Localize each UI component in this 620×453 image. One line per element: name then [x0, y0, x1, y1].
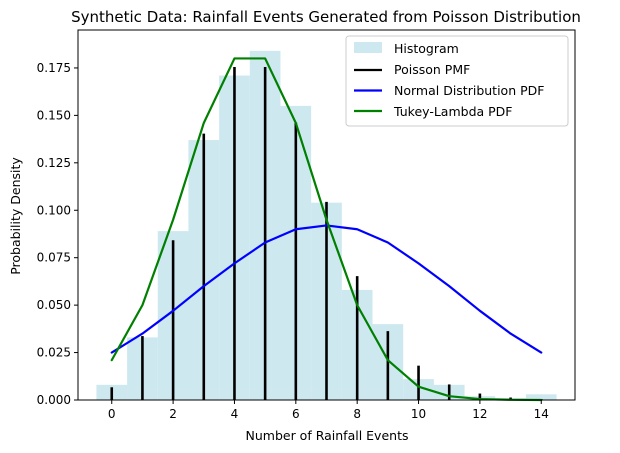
- x-tick-label: 2: [169, 407, 177, 421]
- x-axis-ticks: 0 2 4 6 8 10 12 14: [108, 400, 549, 421]
- y-tick-label: 0.100: [37, 203, 71, 217]
- y-tick-label: 0.025: [37, 346, 71, 360]
- y-tick-label: 0.175: [37, 61, 71, 75]
- legend-label-histogram: Histogram: [394, 41, 459, 56]
- y-axis-label: Probability Density: [8, 157, 23, 275]
- pdf-lines: [110, 57, 543, 402]
- y-tick-label: 0.000: [37, 393, 71, 407]
- y-tick-label: 0.075: [37, 251, 71, 265]
- legend-label-normal: Normal Distribution PDF: [394, 83, 544, 98]
- x-tick-label: 14: [534, 407, 549, 421]
- y-axis-ticks: 0.000 0.025 0.050 0.075 0.100 0.125 0.150 0.175: [37, 61, 78, 407]
- legend-box: [345, 35, 569, 127]
- x-tick-label: 6: [292, 407, 300, 421]
- chart-title: Synthetic Data: Rainfall Events Generate…: [71, 8, 581, 26]
- legend: Histogram Poisson PMF Normal Distributio…: [345, 35, 569, 127]
- legend-label-poisson: Poisson PMF: [394, 62, 470, 77]
- x-tick-label: 12: [472, 407, 487, 421]
- plot-frame: [77, 29, 576, 401]
- y-tick-label: 0.050: [37, 298, 71, 312]
- x-axis-label: Number of Rainfall Events: [246, 428, 409, 443]
- tukey-lambda-pdf-line: [110, 57, 543, 402]
- normal-pdf-line: [110, 224, 543, 354]
- x-tick-label: 8: [353, 407, 361, 421]
- poisson-stems: [110, 67, 543, 400]
- histogram-bar: [525, 394, 557, 400]
- legend-swatch-histogram: [354, 42, 382, 53]
- y-tick-label: 0.150: [37, 108, 71, 122]
- y-tick-label: 0.125: [37, 156, 71, 170]
- legend-label-tukey: Tukey-Lambda PDF: [393, 104, 513, 119]
- x-tick-label: 0: [108, 407, 116, 421]
- x-tick-label: 4: [231, 407, 239, 421]
- x-tick-label: 10: [411, 407, 426, 421]
